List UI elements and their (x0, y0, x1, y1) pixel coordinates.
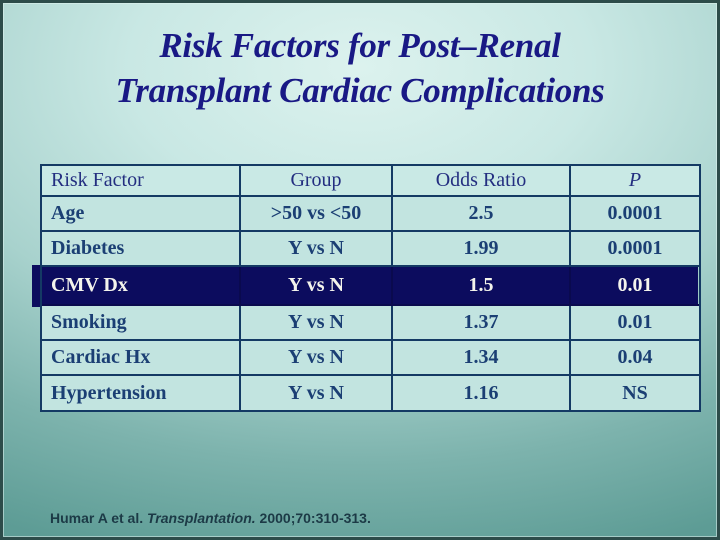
risk-factors-table: Risk Factor Group Odds Ratio P Age >50 v… (40, 164, 701, 412)
cell-group: Y vs N (241, 267, 393, 306)
cell-group: Y vs N (241, 341, 393, 376)
title-line-1: Risk Factors for Post–Renal (159, 26, 561, 65)
cell-risk-factor: Age (42, 197, 241, 232)
cell-odds-ratio: 1.16 (393, 376, 571, 410)
cell-group: Y vs N (241, 376, 393, 410)
title-line-2: Transplant Cardiac Complications (115, 71, 605, 110)
table-row-hypertension: Hypertension Y vs N 1.16 NS (42, 376, 699, 410)
cell-p-value: 0.01 (571, 267, 699, 306)
cell-risk-factor: Diabetes (42, 232, 241, 267)
cell-group: Y vs N (241, 306, 393, 341)
citation-reference: 2000;70:310-313. (255, 510, 371, 526)
column-header-group: Group (241, 166, 393, 197)
cell-p-value: 0.0001 (571, 197, 699, 232)
highlight-band (32, 265, 698, 307)
column-header-odds-ratio: Odds Ratio (393, 166, 571, 197)
page-title: Risk Factors for Post–Renal Transplant C… (3, 23, 717, 113)
table-row-cardiac-hx: Cardiac Hx Y vs N 1.34 0.04 (42, 341, 699, 376)
citation-journal: Transplantation. (147, 510, 256, 526)
table-row-cmv-dx-highlighted: CMV Dx Y vs N 1.5 0.01 (42, 267, 699, 306)
column-header-p: P (571, 166, 699, 197)
cell-p-value: NS (571, 376, 699, 410)
cell-odds-ratio: 1.99 (393, 232, 571, 267)
cell-p-value: 0.01 (571, 306, 699, 341)
table-row-smoking: Smoking Y vs N 1.37 0.01 (42, 306, 699, 341)
citation-authors: Humar A et al. (50, 510, 147, 526)
cell-odds-ratio: 1.34 (393, 341, 571, 376)
cell-risk-factor: Smoking (42, 306, 241, 341)
cell-odds-ratio: 1.5 (393, 267, 571, 306)
cell-odds-ratio: 1.37 (393, 306, 571, 341)
cell-risk-factor: Hypertension (42, 376, 241, 410)
cell-group: >50 vs <50 (241, 197, 393, 232)
column-header-risk-factor: Risk Factor (42, 166, 241, 197)
cell-p-value: 0.04 (571, 341, 699, 376)
cell-p-value: 0.0001 (571, 232, 699, 267)
cell-group: Y vs N (241, 232, 393, 267)
cell-risk-factor: CMV Dx (42, 267, 241, 306)
table-row-diabetes: Diabetes Y vs N 1.99 0.0001 (42, 232, 699, 267)
table-header-row: Risk Factor Group Odds Ratio P (42, 166, 699, 197)
cell-odds-ratio: 2.5 (393, 197, 571, 232)
citation: Humar A et al. Transplantation. 2000;70:… (50, 510, 371, 526)
table-row-age: Age >50 vs <50 2.5 0.0001 (42, 197, 699, 232)
cell-risk-factor: Cardiac Hx (42, 341, 241, 376)
